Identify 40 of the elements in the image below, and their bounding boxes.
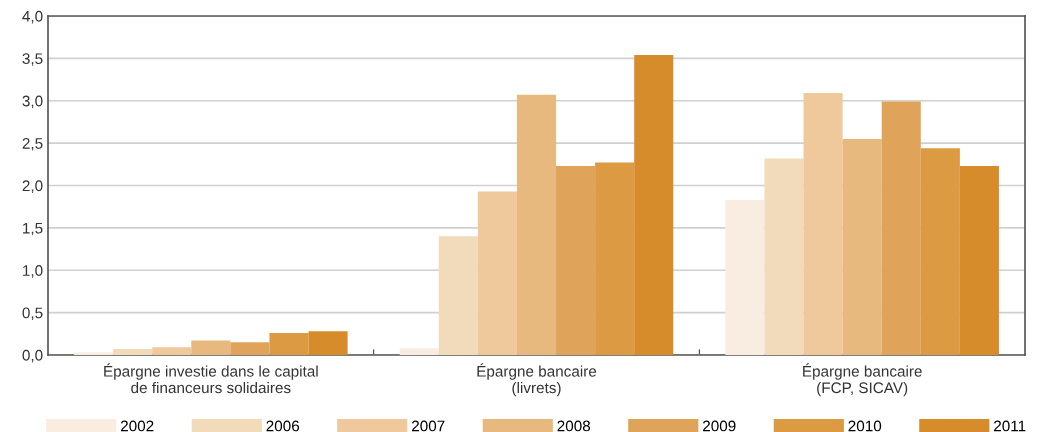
bar <box>152 347 192 355</box>
bar <box>191 340 231 355</box>
y-tick-label: 4,0 <box>22 10 43 24</box>
x-tick-label: Épargne bancaire (livrets) <box>477 363 597 397</box>
y-tick-label: 0,0 <box>22 349 43 363</box>
x-tick-label: Épargne bancaire (FCP, SICAV) <box>803 363 922 397</box>
bar <box>230 342 270 355</box>
bar <box>595 162 635 355</box>
legend-label: 2007 <box>412 420 445 432</box>
bar <box>803 93 843 355</box>
x-tick-label: Épargne investie dans le capital de financeurs solidaires <box>104 363 318 394</box>
legend-label: 2008 <box>557 420 591 432</box>
y-tick-label: 1,0 <box>23 265 43 278</box>
legend-label: 2006 <box>266 420 300 432</box>
bar <box>74 352 114 355</box>
bar <box>764 158 804 355</box>
bar <box>477 191 517 355</box>
bar <box>881 101 921 355</box>
bar <box>308 331 348 355</box>
bar <box>634 54 674 355</box>
y-tick-label: 2,5 <box>22 137 43 151</box>
y-tick-label: 3,5 <box>22 53 43 66</box>
bar <box>516 94 557 355</box>
y-tick-label: 2,0 <box>22 180 43 193</box>
bar <box>556 166 596 355</box>
bar <box>725 199 765 355</box>
y-tick-label: 3,0 <box>22 95 43 109</box>
bar <box>438 236 478 355</box>
y-tick-label: 1,5 <box>23 222 43 236</box>
bar <box>113 349 153 355</box>
legend-label: 2011 <box>994 420 1026 432</box>
bar <box>842 138 882 355</box>
bar <box>959 166 999 355</box>
bar <box>920 148 960 355</box>
bar <box>399 348 439 355</box>
legend-label: 2009 <box>703 420 736 432</box>
bar <box>269 332 309 355</box>
legend-label: 2010 <box>848 420 882 432</box>
legend-label: 2002 <box>120 420 154 432</box>
y-tick-label: 0,5 <box>22 307 43 321</box>
